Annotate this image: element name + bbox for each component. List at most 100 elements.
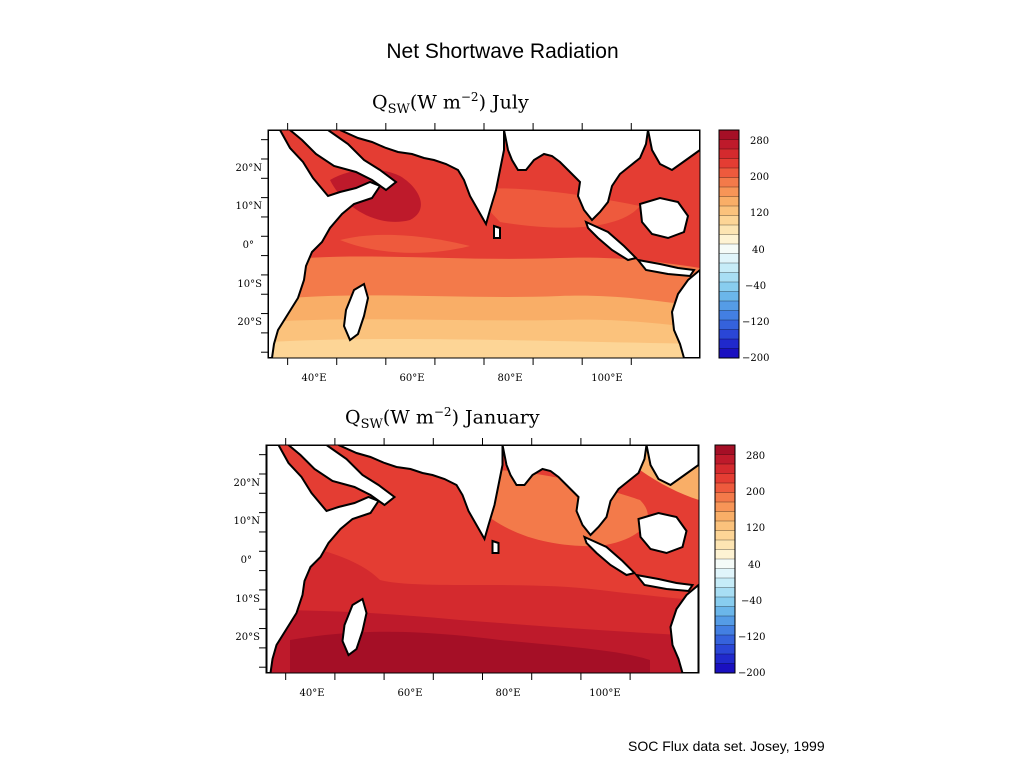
colorbar-swatch [718,329,740,340]
colorbar-swatch [714,596,736,607]
colorbar-swatch [714,444,736,455]
colorbar-swatch [718,281,740,292]
colorbar-swatch [718,300,740,311]
colorbar-swatch [718,205,740,216]
footer-credit: SOC Flux data set. Josey, 1999 [628,738,825,754]
colorbar-swatch [718,139,740,150]
colorbar-swatch [714,530,736,541]
colorbar-swatch [718,234,740,245]
colorbar-swatch [714,473,736,484]
latitude-labels: 20°N 10°N 0° 10°S 20°S [234,478,261,643]
lat-label-20s: 20°S [235,632,260,643]
colorbar-swatch [714,653,736,664]
colorbar-swatch [714,549,736,560]
colorbar-swatch [714,520,736,531]
lat-label-10n: 10°N [236,201,263,212]
lat-label-10n: 10°N [234,516,261,527]
colorbar-swatch [714,663,736,674]
colorbar-swatch [718,310,740,321]
colorbar-label: −200 [738,668,765,679]
lat-label-0: 0° [243,240,254,251]
colorbar-swatch [714,587,736,598]
lat-label-20s: 20°S [237,317,262,328]
unit-exponent: −2 [433,405,452,419]
lat-label-10s: 10°S [235,594,260,605]
lat-label-20n: 20°N [236,163,263,174]
colorbar-swatch [718,348,740,359]
colorbar-swatch [718,253,740,264]
unit-open: (W m [409,91,461,114]
colorbar-label: 40 [752,245,765,256]
colorbar-swatch [714,539,736,550]
longitude-labels: 40°E 60°E 80°E 100°E [301,373,622,384]
colorbar-july: 280 200 120 40 −40 −120 −200 [718,129,769,364]
colorbar-swatch [714,568,736,579]
colorbar-labels: 280 200 120 40 −40 −120 −200 [738,451,765,679]
lon-label-40e: 40°E [301,373,326,384]
colorbar-label: 200 [746,487,765,498]
lon-label-60e: 60°E [399,373,424,384]
colorbar-labels: 280 200 120 40 −40 −120 −200 [742,136,769,364]
map-july: 20°N 10°N 0° 10°S 20°S 40°E 60°E 80°E 10… [236,123,701,384]
colorbar-label: −40 [745,281,766,292]
colorbar-label: −200 [742,353,769,364]
colorbar-swatch [718,291,740,302]
colorbar-swatch [718,224,740,235]
month-label: July [492,91,529,114]
colorbar-swatch [714,501,736,512]
colorbar-january: 280 200 120 40 −40 −120 −200 [714,444,765,679]
unit-close: ) [478,91,486,114]
colorbar-swatch [714,606,736,617]
lon-label-80e: 80°E [497,373,522,384]
colorbar-swatch [714,634,736,645]
lon-label-60e: 60°E [397,688,422,699]
colorbar-label: 280 [750,136,769,147]
q-symbol: Q [345,406,361,429]
colorbar-label: −40 [741,596,762,607]
lat-label-0: 0° [241,555,252,566]
lon-label-40e: 40°E [299,688,324,699]
colorbar-label: 120 [750,208,769,219]
colorbar-swatch [714,644,736,655]
colorbar-swatch [718,158,740,169]
colorbar-swatch [718,338,740,349]
colorbar-swatch [714,511,736,522]
colorbar-swatch [718,262,740,273]
map-january: 20°N 10°N 0° 10°S 20°S 40°E 60°E 80°E 10… [234,438,700,699]
colorbar-label: 200 [750,172,769,183]
q-subscript: SW [360,417,383,433]
colorbar-swatch [718,167,740,178]
colorbar-label: 40 [748,560,761,571]
panel-title-january: QSW(W m−2) January [345,405,540,432]
colorbar-swatch [714,577,736,588]
colorbar-swatch [714,463,736,474]
latitude-labels: 20°N 10°N 0° 10°S 20°S [236,163,263,328]
colorbar-swatch [718,148,740,159]
colorbar-swatch [714,615,736,626]
colorbar-swatch [714,558,736,569]
colorbar-swatch [718,272,740,283]
colorbar-swatch [714,454,736,465]
colorbar-label: −120 [742,317,769,328]
unit-open: (W m [382,406,434,429]
colorbar-label: −120 [738,632,765,643]
colorbar-swatch [718,186,740,197]
colorbar-swatch [718,177,740,188]
colorbar-swatch [718,319,740,330]
panel-title-july: QSW(W m−2) July [372,90,529,117]
colorbar-swatch [718,196,740,207]
lat-label-20n: 20°N [234,478,261,489]
month-label: January [465,406,540,429]
colorbar-swatch [714,625,736,636]
lon-label-80e: 80°E [495,688,520,699]
q-subscript: SW [387,102,410,118]
unit-exponent: −2 [460,90,479,104]
unit-close: ) [451,406,459,429]
colorbar-swatch [718,215,740,226]
colorbar-swatch [714,482,736,493]
colorbar-swatch [718,243,740,254]
q-symbol: Q [372,91,388,114]
colorbar-label: 280 [746,451,765,462]
longitude-labels: 40°E 60°E 80°E 100°E [299,688,620,699]
